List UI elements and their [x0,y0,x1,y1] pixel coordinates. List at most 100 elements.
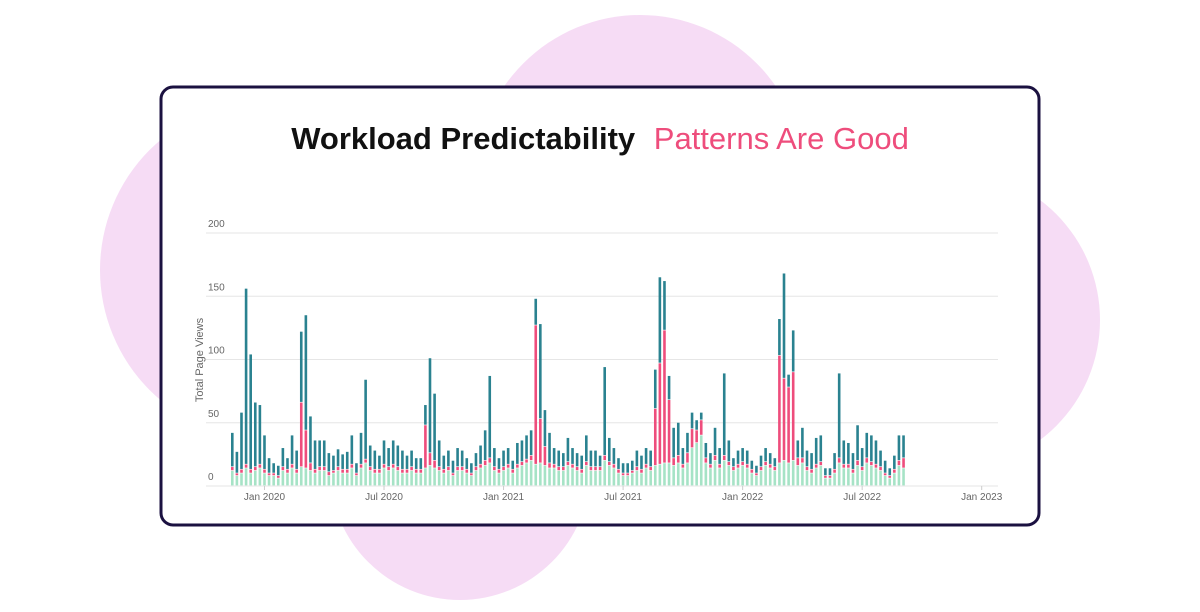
bar-segment [764,465,767,486]
bar-segment [424,405,427,425]
bar-segment [709,453,712,464]
bar-segment [851,469,855,473]
bar-segment [745,468,749,486]
bar-segment [525,435,528,459]
bar-segment [893,473,896,486]
bar-segment [732,470,735,486]
bar-segment [860,448,864,467]
bar-segment [230,467,234,471]
bar-segment [796,465,800,486]
bar-segment [865,463,869,486]
bar-segment [902,468,905,486]
bar-segment [396,445,400,467]
bar-segment [497,469,501,473]
bar-segment [879,467,882,471]
bar-segment [640,473,643,486]
bar-segment [378,473,381,486]
bar-segment [401,473,404,486]
x-tick-label: Jan 2023 [961,492,1003,503]
bar-segment [718,448,721,464]
bar-segment [676,422,680,456]
bar-segment [396,470,400,486]
bar-segment [263,435,266,469]
bar-segment [883,473,887,476]
y-tick-label: 150 [208,282,225,293]
bar-segment [594,450,597,467]
bar-segment [267,473,271,476]
bar-segment [562,470,565,486]
bar-segment [322,470,326,486]
bar-segment [355,473,358,476]
bar-segment [543,446,547,466]
bar-segment [304,468,308,486]
bar-segment [378,455,381,469]
bar-segment [414,473,418,486]
bar-segment [359,468,363,486]
bar-segment [810,469,813,473]
bar-segment [787,374,790,387]
bar-segment [603,455,607,461]
bar-segment [667,463,671,486]
bar-segment [626,475,629,486]
bar-segment [327,453,331,472]
bar-segment [672,427,675,458]
bar-segment [529,460,533,486]
bar-segment [837,373,841,458]
bar-segment [456,448,459,467]
bar-segment [502,470,505,486]
bar-segment [787,463,790,486]
bar-segment [649,470,652,486]
bar-segment [621,463,625,473]
bar-segment [451,473,455,476]
bar-segment [387,470,390,486]
bar-segment [690,429,694,448]
bar-segment [382,464,386,468]
bar-segment [653,465,657,486]
bar-segment [782,378,786,461]
bar-segment [318,467,321,471]
bar-segment [630,460,634,471]
bar-segment [336,467,340,471]
bar-segment [778,355,781,463]
bar-segment [667,399,671,463]
bar-segment [506,448,510,464]
bar-segment [313,473,317,486]
bar-segment [244,464,248,468]
bar-segment [598,470,602,486]
bar-segment [382,468,386,486]
x-tick-label: Jul 2021 [604,492,642,503]
bar-segment [764,448,767,462]
bar-segment [488,463,492,486]
bar-segment [644,448,648,464]
bar-segment [686,432,689,453]
bar-segment [612,468,616,486]
bar-segment [690,412,694,429]
bar-segment [552,468,556,486]
bar-segment [847,468,850,486]
bar-segment [824,475,827,478]
bar-segment [516,464,519,468]
bar-segment [874,440,878,464]
bar-segment [336,449,340,467]
bar-segment [805,470,809,486]
bar-segment [791,330,795,372]
bar-segment [332,455,335,471]
bar-segment [359,432,363,464]
bar-segment [511,473,515,486]
bar-segment [741,461,744,466]
bar-segment [893,455,896,469]
bar-segment [814,464,818,468]
bar-segment [842,464,846,468]
bar-segment [451,475,455,486]
bar-segment [253,470,257,486]
bar-segment [350,468,354,486]
bar-segment [681,448,685,464]
bar-segment [428,465,432,486]
bar-segment [741,448,744,462]
bar-segment [414,458,418,469]
bar-segment [355,475,358,486]
bar-segment [736,468,740,486]
bar-segment [511,460,515,469]
bar-segment [856,425,859,461]
